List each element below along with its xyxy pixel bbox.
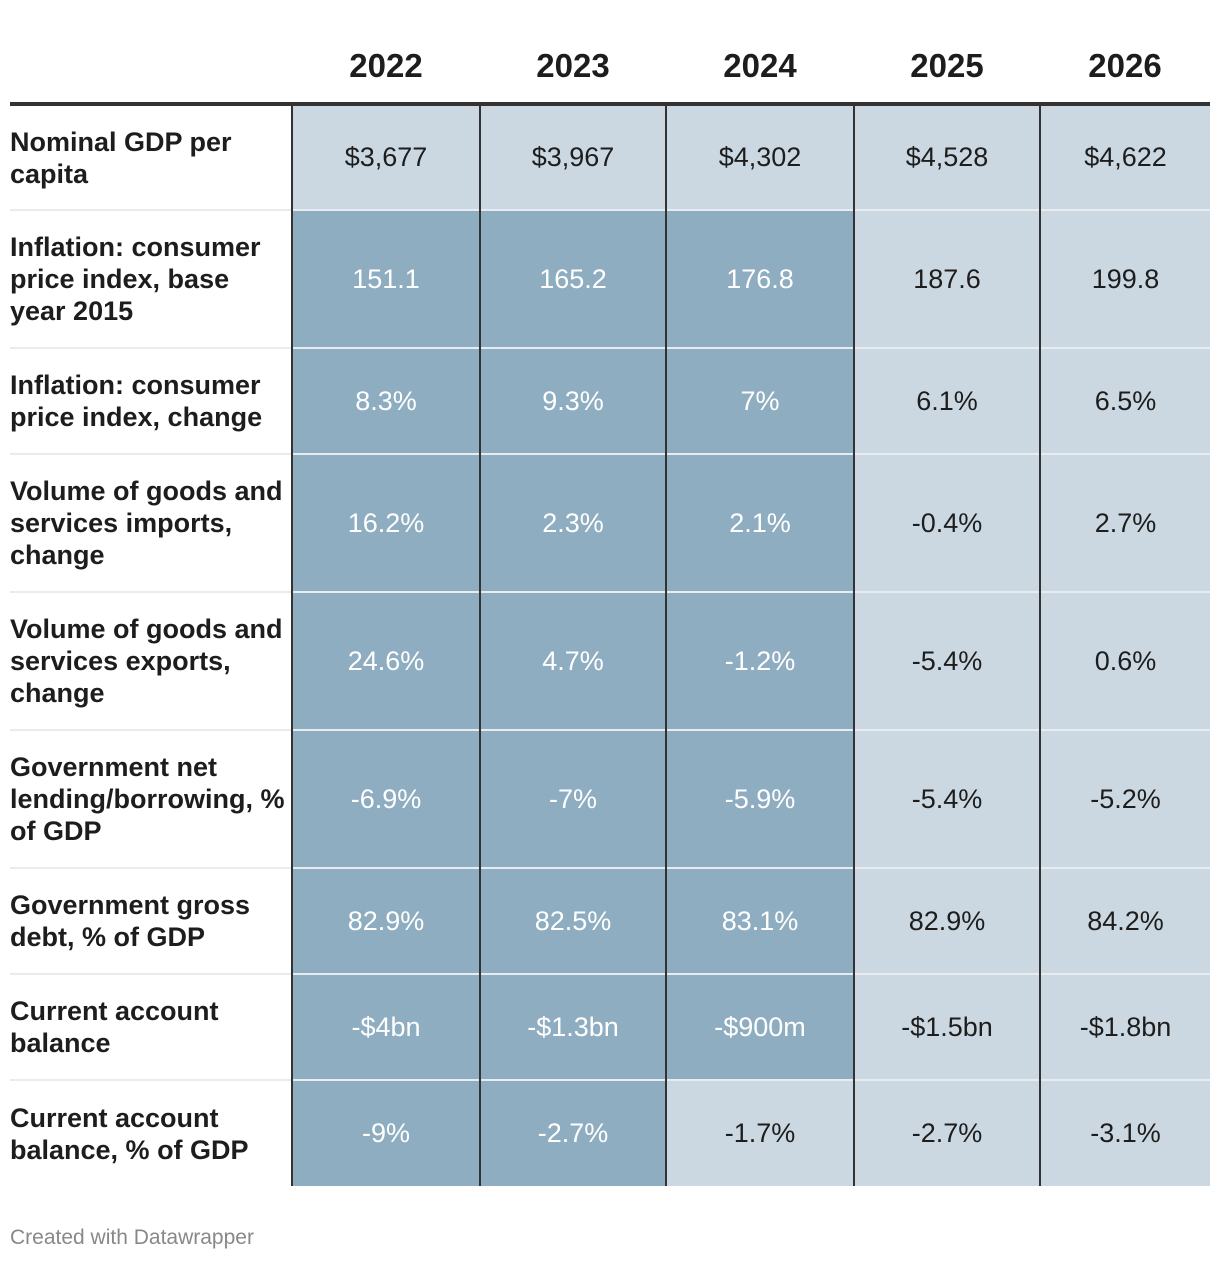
table-cell: 82.9%	[853, 868, 1040, 974]
table-cell: 8.3%	[291, 348, 480, 454]
table-cell: $3,967	[479, 104, 666, 210]
table-cell: 2.1%	[665, 454, 854, 592]
row-label: Government net lending/borrowing, % of G…	[10, 730, 292, 868]
row-label: Government gross debt, % of GDP	[10, 868, 292, 974]
table-cell: $4,528	[853, 104, 1040, 210]
table-cell: -3.1%	[1039, 1080, 1210, 1186]
table-cell: 24.6%	[291, 592, 480, 730]
table-cell: 2.3%	[479, 454, 666, 592]
table-cell: -5.4%	[853, 730, 1040, 868]
table-cell: -2.7%	[853, 1080, 1040, 1186]
header-corner	[10, 30, 292, 106]
table-row: Volume of goods and services exports, ch…	[10, 592, 1210, 730]
table-cell: $4,302	[665, 104, 854, 210]
table-cell: -7%	[479, 730, 666, 868]
table-cell: -$1.5bn	[853, 974, 1040, 1080]
table-cell: -$1.8bn	[1039, 974, 1210, 1080]
table-row: Volume of goods and services imports, ch…	[10, 454, 1210, 592]
table-row: Current account balance -$4bn -$1.3bn -$900…	[10, 974, 1210, 1080]
table-cell: $3,677	[291, 104, 480, 210]
column-header: 2023	[480, 30, 666, 106]
table-cell: -$1.3bn	[479, 974, 666, 1080]
row-label: Volume of goods and services exports, ch…	[10, 592, 292, 730]
table-row: Nominal GDP per capita $3,677 $3,967 $4,302…	[10, 104, 1210, 210]
table-row: Inflation: consumer price index, change 8…	[10, 348, 1210, 454]
column-header: 2022	[292, 30, 480, 106]
row-label: Inflation: consumer price index, change	[10, 348, 292, 454]
table-cell: 16.2%	[291, 454, 480, 592]
table-cell: 82.5%	[479, 868, 666, 974]
table-cell: 6.1%	[853, 348, 1040, 454]
table-row: Inflation: consumer price index, base ye…	[10, 210, 1210, 348]
table-cell: 165.2	[479, 210, 666, 348]
column-header: 2025	[854, 30, 1040, 106]
table-row: Current account balance, % of GDP -9% -2.7…	[10, 1080, 1210, 1186]
table-cell: 83.1%	[665, 868, 854, 974]
table-cell: 176.8	[665, 210, 854, 348]
table-cell: 199.8	[1039, 210, 1210, 348]
table-cell: -2.7%	[479, 1080, 666, 1186]
table-cell: -6.9%	[291, 730, 480, 868]
table-cell: 0.6%	[1039, 592, 1210, 730]
table-cell: -1.7%	[665, 1080, 854, 1186]
data-table: 2022 2023 2024 2025 2026 Nominal GDP per…	[10, 30, 1210, 1186]
table-cell: 4.7%	[479, 592, 666, 730]
table-cell: 151.1	[291, 210, 480, 348]
table-cell: 84.2%	[1039, 868, 1210, 974]
table-cell: 9.3%	[479, 348, 666, 454]
column-header: 2024	[666, 30, 854, 106]
header-row: 2022 2023 2024 2025 2026	[10, 30, 1210, 106]
table-cell: -$4bn	[291, 974, 480, 1080]
table-cell: $4,622	[1039, 104, 1210, 210]
table-cell: 187.6	[853, 210, 1040, 348]
footer-credit: Created with Datawrapper	[10, 1226, 254, 1249]
table-cell: -$900m	[665, 974, 854, 1080]
column-header: 2026	[1040, 30, 1210, 106]
row-label: Volume of goods and services imports, ch…	[10, 454, 292, 592]
table-cell: 2.7%	[1039, 454, 1210, 592]
table-cell: -0.4%	[853, 454, 1040, 592]
row-label: Current account balance, % of GDP	[10, 1080, 292, 1186]
table-cell: -9%	[291, 1080, 480, 1186]
table-cell: 82.9%	[291, 868, 480, 974]
table-row: Government gross debt, % of GDP 82.9% 82.5…	[10, 868, 1210, 974]
row-label: Nominal GDP per capita	[10, 104, 292, 210]
table-row: Government net lending/borrowing, % of G…	[10, 730, 1210, 868]
table-cell: -1.2%	[665, 592, 854, 730]
table-cell: -5.2%	[1039, 730, 1210, 868]
table-cell: -5.9%	[665, 730, 854, 868]
table-cell: -5.4%	[853, 592, 1040, 730]
row-label: Inflation: consumer price index, base ye…	[10, 210, 292, 348]
table-cell: 7%	[665, 348, 854, 454]
row-label: Current account balance	[10, 974, 292, 1080]
table-cell: 6.5%	[1039, 348, 1210, 454]
